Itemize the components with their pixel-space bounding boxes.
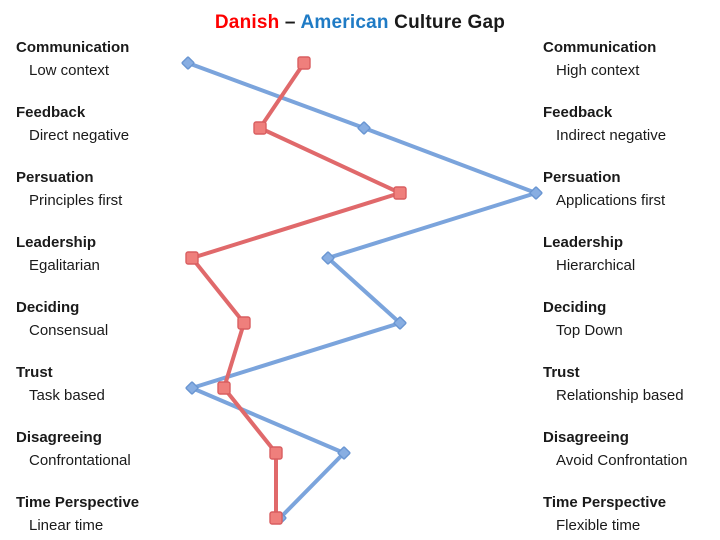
slide-title: Danish – American Culture Gap: [0, 12, 720, 34]
dimension-heading-right: Feedback: [543, 104, 613, 121]
american-diamond-marker: [393, 316, 407, 330]
danish-square-marker: [185, 251, 199, 265]
dimension-heading-right: Disagreeing: [543, 429, 629, 446]
dimension-labels-left: Time Perspective Linear time: [16, 491, 216, 537]
dimension-trait-left: Principles first: [29, 192, 123, 209]
american-diamond-marker: [185, 381, 199, 395]
dimension-heading-left: Leadership: [16, 234, 97, 251]
american-diamond-marker: [321, 251, 335, 265]
dimension-labels-right: Deciding Top Down: [543, 296, 718, 342]
dimension-trait-left: Confrontational: [29, 452, 131, 469]
dimension-heading-right: Communication: [543, 39, 657, 56]
dimension-trait-right: Hierarchical: [556, 257, 636, 274]
dimension-trait-right: High context: [556, 62, 640, 79]
american-diamond-marker: [357, 121, 371, 135]
danish-square-marker: [269, 511, 283, 525]
dimension-heading-left: Disagreeing: [16, 429, 102, 446]
dimension-trait-right: Top Down: [556, 322, 623, 339]
danish-square-marker: [269, 446, 283, 460]
dimension-trait-right: Flexible time: [556, 517, 641, 534]
dimension-labels-right: Leadership Hierarchical: [543, 231, 718, 277]
danish-square-marker: [217, 381, 231, 395]
dimension-labels-right: Disagreeing Avoid Confrontation: [543, 426, 718, 472]
dimension-heading-left: Persuation: [16, 169, 94, 186]
dimension-heading-right: Leadership: [543, 234, 624, 251]
dimension-labels-left: Disagreeing Confrontational: [16, 426, 216, 472]
dimension-trait-left: Linear time: [29, 517, 104, 534]
dimension-trait-right: Indirect negative: [556, 127, 667, 144]
dimension-heading-left: Communication: [16, 39, 130, 56]
dimension-heading-right: Trust: [543, 364, 580, 381]
dimension-heading-right: Time Perspective: [543, 494, 667, 511]
dimension-labels-left: Trust Task based: [16, 361, 216, 407]
dimension-trait-left: Egalitarian: [29, 257, 100, 274]
dimension-trait-right: Relationship based: [556, 387, 684, 404]
danish-square-marker: [237, 316, 251, 330]
dimension-labels-right: Communication High context: [543, 36, 718, 82]
dimension-trait-left: Consensual: [29, 322, 109, 339]
dimension-labels-right: Trust Relationship based: [543, 361, 718, 407]
american-line: [186, 61, 538, 520]
dimension-trait-right: Applications first: [556, 192, 666, 209]
dimension-heading-right: Persuation: [543, 169, 621, 186]
dimension-trait-right: Avoid Confrontation: [556, 452, 688, 469]
dimension-heading-left: Trust: [16, 364, 53, 381]
danish-line: [190, 61, 402, 520]
dimension-labels-right: Feedback Indirect negative: [543, 101, 718, 147]
dimension-heading-left: Time Perspective: [16, 494, 140, 511]
dimension-labels-right: Persuation Applications first: [543, 166, 718, 212]
danish-square-marker: [253, 121, 267, 135]
dimension-heading-left: Feedback: [16, 104, 86, 121]
dimension-heading-left: Deciding: [16, 299, 80, 316]
title-rest: Culture Gap: [388, 12, 506, 33]
american-diamond-marker: [529, 186, 543, 200]
dimension-trait-left: Task based: [29, 387, 105, 404]
title-danish-label: Danish: [214, 12, 280, 33]
title-american-label: American: [300, 12, 389, 33]
dimension-labels-left: Leadership Egalitarian: [16, 231, 216, 277]
title-dash: –: [279, 12, 301, 33]
dimension-heading-right: Deciding: [543, 299, 607, 316]
dimension-labels-left: Feedback Direct negative: [16, 101, 216, 147]
dimension-trait-left: Direct negative: [29, 127, 130, 144]
american-diamond-marker: [337, 446, 351, 460]
danish-square-marker: [297, 56, 311, 70]
dimension-labels-left: Persuation Principles first: [16, 166, 216, 212]
dimension-labels-left: Deciding Consensual: [16, 296, 216, 342]
american-diamond-marker: [181, 56, 195, 70]
dimension-labels-right: Time Perspective Flexible time: [543, 491, 718, 537]
danish-square-marker: [393, 186, 407, 200]
dimension-trait-left: Low context: [29, 62, 110, 79]
dimension-labels-left: Communication Low context: [16, 36, 216, 82]
